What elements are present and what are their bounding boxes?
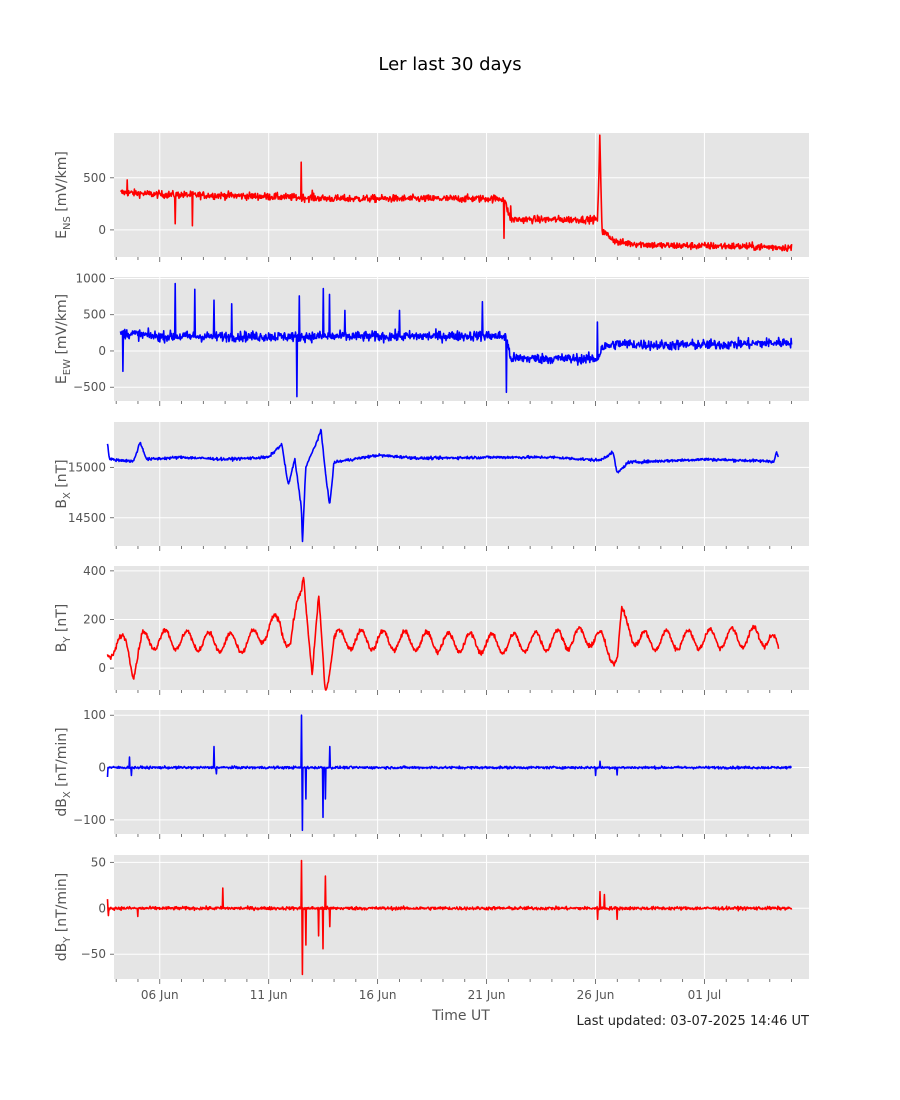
x-tick-label: 26 Jun <box>577 988 615 1002</box>
y-tick-label: 500 <box>83 171 106 185</box>
y-tick-label: 0 <box>98 661 106 675</box>
y-tick-label: −100 <box>73 813 106 827</box>
plot-background <box>114 566 809 690</box>
y-tick-label: 100 <box>83 708 106 722</box>
panel-dby: −50 0 50 dBY [nT/min] 06 Jun 11 Jun 16 Jun 21 J… <box>54 855 809 1002</box>
panel-ens: 0 500 ENS [mV/km] <box>54 133 809 262</box>
chart-title: Ler last 30 days <box>378 54 521 75</box>
series-line-dby <box>106 859 793 976</box>
y-tick-label: 50 <box>91 855 106 869</box>
y-tick-label: 0 <box>98 223 106 237</box>
y-tick-label: 15000 <box>68 460 106 474</box>
y-tick-label: −50 <box>81 947 106 961</box>
y-tick-label: 0 <box>98 344 106 358</box>
y-tick-label: 14500 <box>68 511 106 525</box>
x-axis-label: Time UT <box>431 1008 490 1024</box>
x-tick-label: 16 Jun <box>359 988 397 1002</box>
y-tick-label: 0 <box>98 761 106 775</box>
plot-background <box>114 855 809 979</box>
x-tick-label: 21 Jun <box>468 988 506 1002</box>
series-line-ens <box>119 134 793 252</box>
panel-dbx: −100 0 100 dBX [nT/min] <box>54 708 809 839</box>
y-axis-label: dBY [nT/min] <box>54 873 73 962</box>
y-tick-label: 500 <box>83 308 106 322</box>
x-tick-label: 11 Jun <box>250 988 288 1002</box>
y-axis-label: EEW [mV/km] <box>54 294 73 384</box>
panel-by: 0 200 400 BY [nT] <box>54 564 809 695</box>
series-line-dbx <box>106 714 792 832</box>
plot-background <box>114 710 809 834</box>
y-tick-label: 200 <box>83 612 106 626</box>
series-line-by <box>106 576 780 691</box>
last-updated-text: Last updated: 03-07-2025 14:46 UT <box>576 1014 809 1029</box>
series-line-bx <box>106 428 780 543</box>
y-tick-label: 0 <box>98 901 106 915</box>
y-axis-label: dBX [nT/min] <box>54 727 73 816</box>
y-tick-label: −500 <box>73 380 106 394</box>
x-tick-label: 06 Jun <box>141 988 179 1002</box>
plot-background <box>114 422 809 546</box>
y-tick-label: 1000 <box>75 271 106 285</box>
x-tick-label: 01 Jul <box>688 988 722 1002</box>
series-line-eew <box>119 282 793 398</box>
y-tick-label: 400 <box>83 564 106 578</box>
y-axis-label: BY [nT] <box>54 604 73 653</box>
y-axis-label: BX [nT] <box>54 459 73 508</box>
y-axis-label: ENS [mV/km] <box>54 151 73 239</box>
